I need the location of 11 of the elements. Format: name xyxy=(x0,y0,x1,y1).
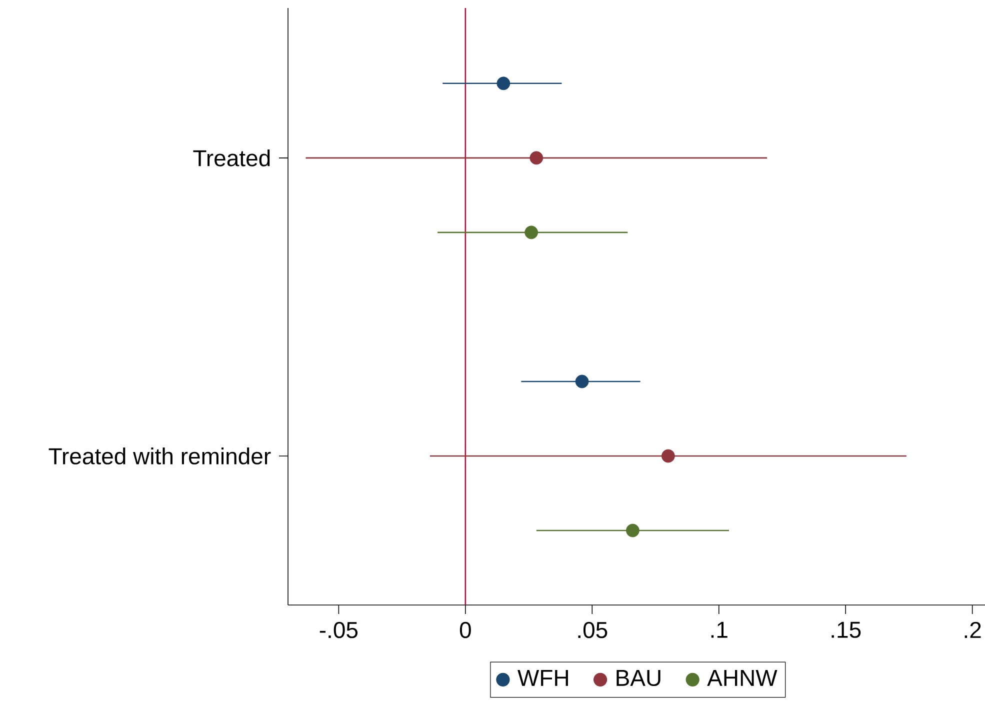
x-tick-label: .1 xyxy=(711,622,728,638)
x-tick-label: .2 xyxy=(964,622,981,638)
y-tick-label: Treated xyxy=(193,149,270,166)
x-tick-label: .15 xyxy=(832,622,861,638)
x-tick-label: 0 xyxy=(460,622,471,638)
legend-label: BAU xyxy=(616,670,660,686)
y-tick-label: Treated with reminder xyxy=(48,448,271,464)
x-tick-label: -.05 xyxy=(320,622,358,638)
x-tick-label: .05 xyxy=(578,622,608,638)
legend-label: WFH xyxy=(518,670,568,686)
legend-label: AHNW xyxy=(707,670,778,686)
